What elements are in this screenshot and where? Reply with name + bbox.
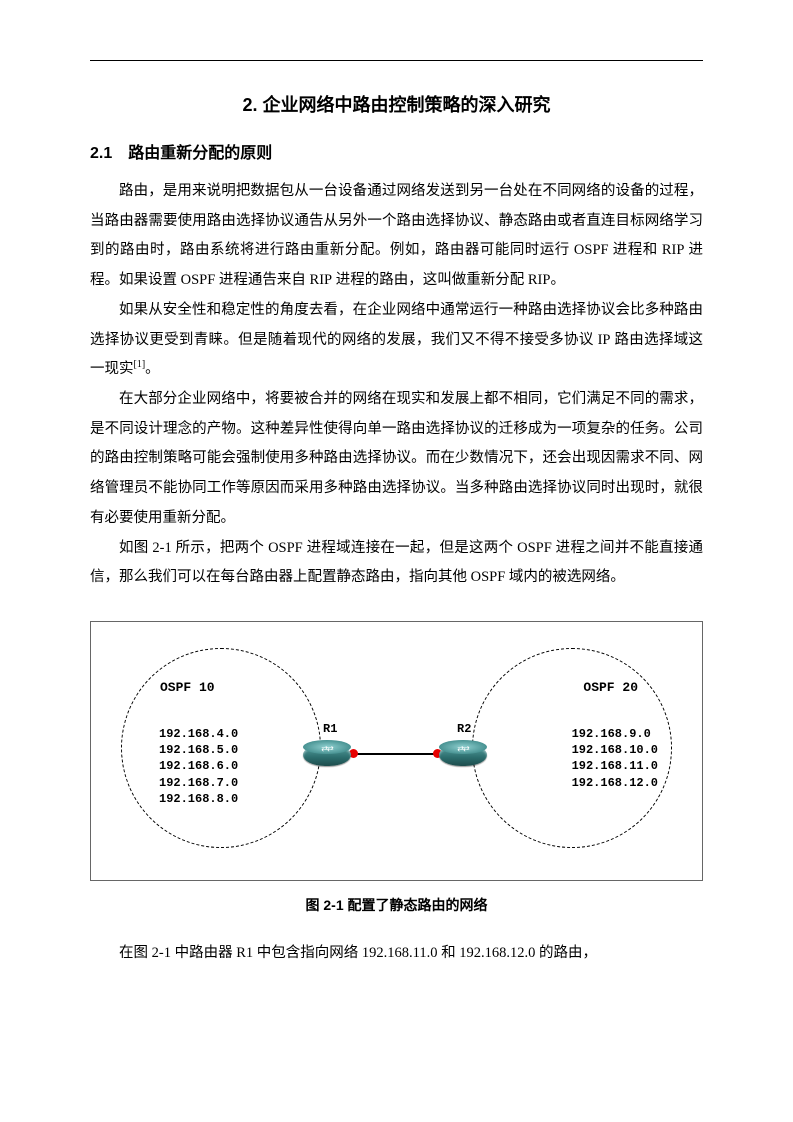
p4-text-a: 如图 2-1 所示，把两个 <box>119 540 268 556</box>
net-r-3: 192.168.12.0 <box>572 775 658 791</box>
section-title: 2.1 路由重新分配的原则 <box>90 139 703 163</box>
figure-caption: 图 2-1 配置了静态路由的网络 <box>90 895 703 915</box>
p1-text-d: 进程通告来自 <box>215 272 309 288</box>
network-diagram: OSPF 10 OSPF 20 192.168.4.0 192.168.5.0 … <box>105 640 688 862</box>
network-list-right: 192.168.9.0 192.168.10.0 192.168.11.0 19… <box>572 726 658 791</box>
reference-1: [1] <box>134 359 146 370</box>
net-r-2: 192.168.11.0 <box>572 758 658 774</box>
net-l-2: 192.168.6.0 <box>159 758 238 774</box>
router-icon-r2: ⇄⇄ <box>439 740 487 768</box>
p1-text-e: 进程的路由，这叫做重新分配 <box>332 272 528 288</box>
net-r-1: 192.168.10.0 <box>572 742 658 758</box>
net-l-3: 192.168.7.0 <box>159 775 238 791</box>
term-ospf-4: OSPF <box>517 540 552 556</box>
term-ip: IP <box>598 332 611 348</box>
paragraph-4: 如图 2-1 所示，把两个 OSPF 进程域连接在一起，但是这两个 OSPF 进… <box>90 534 703 593</box>
term-rip-2: RIP <box>310 272 333 288</box>
p1-text-f: 。 <box>550 272 565 288</box>
domain-label-left: OSPF 10 <box>160 680 215 695</box>
p1-text-b: 进程和 <box>609 242 662 258</box>
paragraph-2: 如果从安全性和稳定性的角度去看，在企业网络中通常运行一种路由选择协议会比多种路由… <box>90 296 703 385</box>
router-label-r1: R1 <box>323 722 337 736</box>
router-label-r2: R2 <box>457 722 471 736</box>
top-rule <box>90 60 703 61</box>
net-l-4: 192.168.8.0 <box>159 791 238 807</box>
net-l-1: 192.168.5.0 <box>159 742 238 758</box>
domain-label-right: OSPF 20 <box>583 680 638 695</box>
p2-text-c: 。 <box>145 361 160 377</box>
figure-2-1: OSPF 10 OSPF 20 192.168.4.0 192.168.5.0 … <box>90 621 703 881</box>
term-ospf-2: OSPF <box>181 272 216 288</box>
term-rip-3: RIP <box>528 272 551 288</box>
term-ospf-3: OSPF <box>268 540 303 556</box>
term-ospf: OSPF <box>574 242 609 258</box>
chapter-title: 2. 企业网络中路由控制策略的深入研究 <box>90 91 703 117</box>
term-rip: RIP <box>662 242 685 258</box>
p4-text-d: 域内的被选网络。 <box>505 569 625 585</box>
term-ospf-5: OSPF <box>471 569 506 585</box>
paragraph-1: 路由，是用来说明把数据包从一台设备通过网络发送到另一台处在不同网络的设备的过程，… <box>90 177 703 296</box>
p4-text-b: 进程域连接在一起，但是这两个 <box>303 540 517 556</box>
link-line <box>351 753 439 755</box>
router-icon-r1: ⇄⇄ <box>303 740 351 768</box>
net-l-0: 192.168.4.0 <box>159 726 238 742</box>
net-r-0: 192.168.9.0 <box>572 726 658 742</box>
paragraph-5: 在图 2-1 中路由器 R1 中包含指向网络 192.168.11.0 和 19… <box>90 939 703 969</box>
network-list-left: 192.168.4.0 192.168.5.0 192.168.6.0 192.… <box>159 726 238 807</box>
paragraph-3: 在大部分企业网络中，将要被合并的网络在现实和发展上都不相同，它们满足不同的需求，… <box>90 385 703 534</box>
